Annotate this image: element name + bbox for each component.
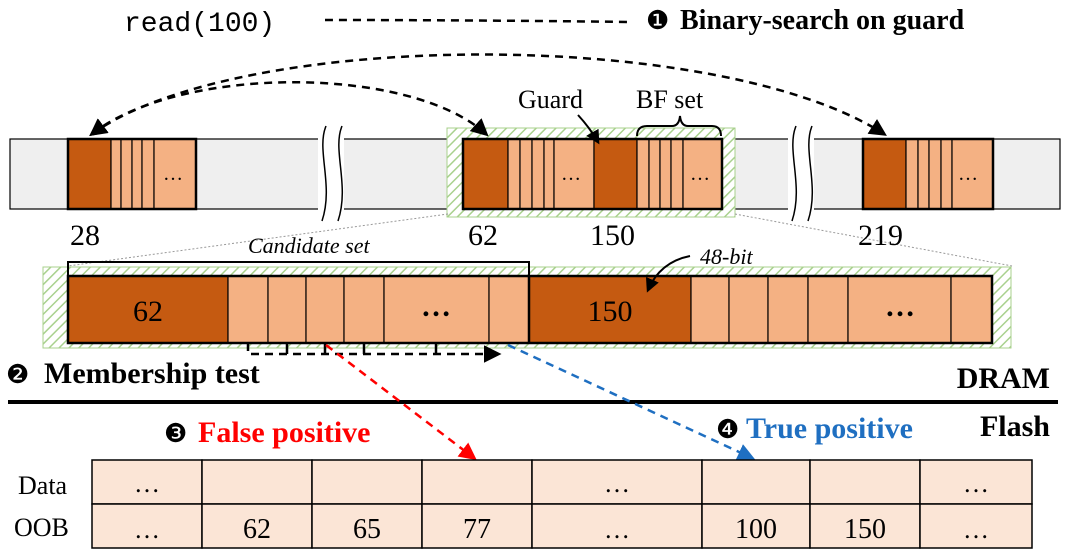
guard-key-62: 62	[468, 219, 498, 252]
step4-number: ❹	[716, 415, 739, 444]
flash-table: Data OOB … … … … 62 65 77 … 100 150 …	[14, 459, 1033, 549]
candidate-set-label: Candidate set	[248, 233, 370, 258]
binary-search-arc-inner	[89, 81, 489, 137]
ellipsis-text: …	[958, 163, 978, 185]
data-cell-8: …	[963, 469, 989, 498]
block-219: …	[861, 137, 995, 211]
step2-number: ❷	[6, 360, 29, 389]
data-cell-1: …	[134, 469, 160, 498]
oob-cell-5: …	[604, 515, 630, 544]
oob-cell-4: 77	[463, 514, 491, 545]
ellipsis-text: …	[163, 163, 183, 185]
bit-width-label: 48-bit	[700, 244, 753, 269]
guard-cell	[593, 138, 638, 210]
oob-cell-1: …	[134, 515, 160, 544]
guard-cell	[862, 138, 907, 210]
zoom-guard-150-label: 150	[588, 295, 633, 328]
guard-label: Guard	[518, 85, 583, 114]
block-28: …	[66, 137, 198, 211]
step3-number: ❸	[164, 419, 187, 448]
zoom-line-right	[734, 213, 1013, 267]
oob-cell-2: 62	[243, 514, 271, 545]
data-cell-5: …	[604, 469, 630, 498]
ellipsis-text: …	[690, 163, 710, 185]
oob-cell-7: 150	[844, 514, 886, 545]
zoom-guard-62	[67, 275, 229, 344]
guard-key-150: 150	[590, 219, 635, 252]
bit-width-arrow	[645, 255, 691, 293]
true-positive-label: True positive	[746, 412, 913, 445]
oob-cell-8: …	[963, 515, 989, 544]
zoom-ellipsis-1: …	[421, 290, 451, 323]
zoom-guard-62-label: 62	[133, 295, 163, 328]
false-positive-arrow	[325, 344, 477, 461]
oob-cell-6: 100	[735, 514, 777, 545]
oob-cell-3: 65	[353, 514, 381, 545]
step1-number: ❶	[646, 6, 669, 35]
block-62: …	[462, 138, 595, 210]
step2-label: Membership test	[44, 357, 260, 390]
guard-key-219: 219	[858, 219, 903, 252]
dram-label: DRAM	[957, 362, 1050, 395]
bf-set-label: BF set	[636, 85, 704, 114]
row-label-oob: OOB	[14, 513, 69, 542]
guard-key-28: 28	[70, 219, 100, 252]
zoom-row: 62 150 … …	[66, 274, 994, 345]
step1-label: Binary-search on guard	[680, 5, 965, 36]
row-label-data: Data	[18, 471, 68, 500]
zoom-guard-150	[528, 275, 692, 344]
candidate-set-bracket	[67, 261, 530, 276]
read-to-step1-arrow	[324, 18, 633, 24]
true-positive-arrow	[507, 343, 756, 461]
guard-cell	[67, 138, 112, 210]
ellipsis-text: …	[561, 163, 581, 185]
zoom-ellipsis-2: …	[885, 290, 915, 323]
flash-label: Flash	[980, 410, 1050, 443]
false-positive-label: False positive	[198, 416, 371, 449]
membership-test-path	[246, 343, 502, 363]
binary-search-arc-outer	[89, 53, 887, 137]
guard-cell	[462, 138, 509, 210]
read-call: read(100)	[124, 9, 275, 40]
